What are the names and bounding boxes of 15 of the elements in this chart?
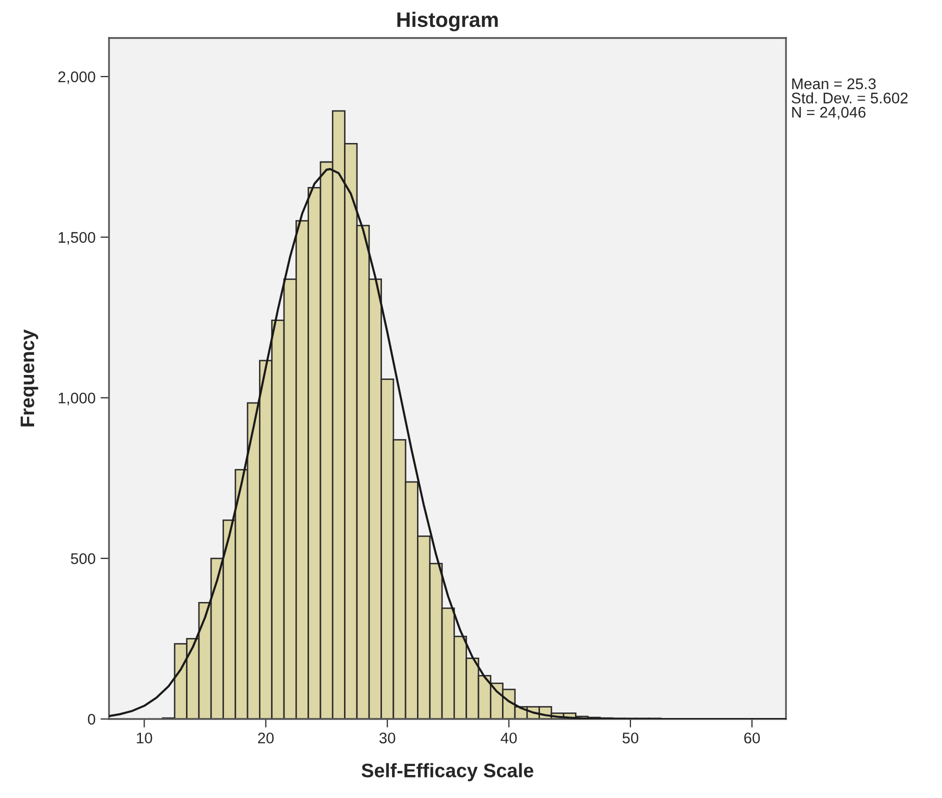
y-tick-label: 0 (88, 714, 96, 725)
y-tick-label: 2,000 (58, 71, 96, 84)
x-axis-title: Self-Efficacy Scale (362, 763, 534, 782)
x-tick-label: 60 (744, 732, 760, 744)
text: Mean = 25.3 Std. Dev. = 5.602 N = 24,046 (792, 78, 908, 120)
x-tick-label: 40 (500, 732, 517, 744)
y-tick-label: 1,000 (58, 392, 96, 406)
chart-title: Histogram (397, 12, 498, 32)
x-tick-label: 50 (622, 732, 638, 744)
x-tick-label: 30 (379, 732, 396, 744)
y-tick-label: 1,500 (58, 232, 96, 245)
x-tick-label: 10 (136, 732, 152, 744)
y-axis-title: Frequency (20, 329, 38, 426)
y-tick-label: 500 (70, 553, 96, 564)
x-tick-label: 20 (258, 732, 274, 744)
